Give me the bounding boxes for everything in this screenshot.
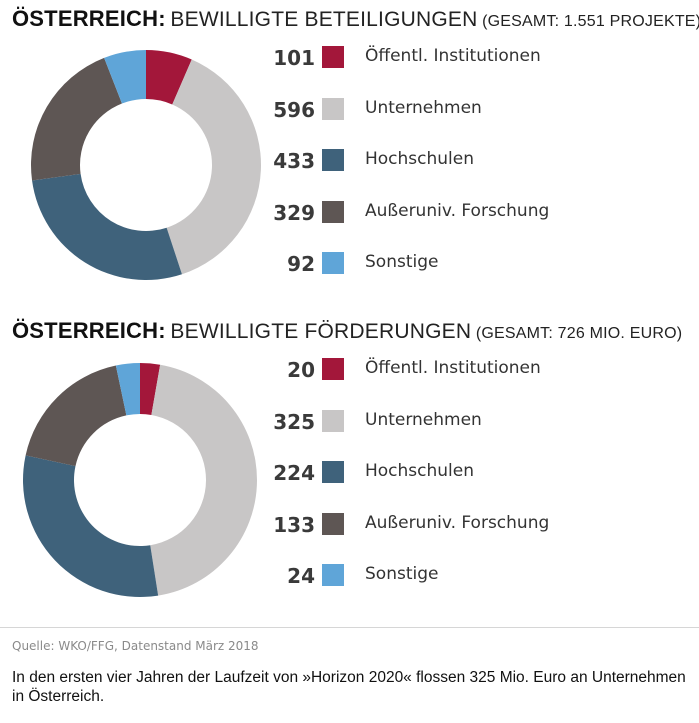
- legend-item-sonstige: 24 Sonstige: [265, 562, 685, 592]
- legend-swatch: [322, 97, 344, 120]
- donut-slice-offentl-institutionen: [146, 50, 192, 105]
- donut-slice-ausseruniv-forschung: [31, 57, 122, 181]
- legend-item-hochschulen: 433 Hochschulen: [265, 147, 685, 177]
- chart-subtitle: (GESAMT: 1.551 PROJEKTE): [482, 13, 699, 30]
- legend-swatch: [322, 252, 344, 274]
- donut-slice-hochschulen: [32, 173, 182, 280]
- donut-slice-hochschulen: [22, 455, 159, 597]
- donut-slice-unternehmen: [166, 59, 261, 275]
- legend-label: Hochschulen: [365, 149, 475, 169]
- chart-title: ÖSTERREICH: BEWILLIGTE BETEILIGUNGEN (GE…: [12, 6, 699, 32]
- legend-swatch: [322, 46, 344, 68]
- legend-item-hochschulen: 224 Hochschulen: [265, 459, 685, 489]
- legend-swatch: [322, 564, 344, 586]
- legend-swatch: [322, 461, 344, 483]
- chart-subtitle: (GESAMT: 726 MIO. EURO): [475, 325, 683, 342]
- legend-label: Hochschulen: [365, 461, 475, 481]
- legend-value: 133: [273, 512, 315, 537]
- chart-title: ÖSTERREICH: BEWILLIGTE FÖRDERUNGEN (GESA…: [12, 318, 682, 344]
- donut-slice-unternehmen: [150, 364, 258, 596]
- legend-swatch: [322, 512, 344, 535]
- chart-panel-foerderungen: ÖSTERREICH: BEWILLIGTE FÖRDERUNGEN (GESA…: [0, 312, 699, 612]
- legend-item-unternehmen: 325 Unternehmen: [265, 408, 685, 438]
- legend-value: 224: [273, 461, 315, 485]
- legend-label: Außeruniv. Forschung: [365, 512, 550, 533]
- chart-title-strong: ÖSTERREICH:: [12, 318, 166, 343]
- legend-value: 329: [273, 200, 315, 225]
- legend-item-unternehmen: 596 Unternehmen: [265, 96, 685, 126]
- donut-slice-ausseruniv-forschung: [25, 365, 127, 467]
- legend-label: Öffentl. Institutionen: [365, 358, 541, 378]
- legend-item-sonstige: 92 Sonstige: [265, 250, 685, 280]
- legend-item-offentl-institutionen: 20 Öffentl. Institutionen: [265, 356, 685, 386]
- donut-slice-sonstige: [115, 363, 140, 416]
- donut-slice-sonstige: [104, 50, 146, 104]
- legend-value: 101: [273, 46, 315, 70]
- caption-text: In den ersten vier Jahren der Laufzeit v…: [12, 669, 686, 705]
- donut-chart: [22, 363, 258, 597]
- donut-slice-offentl-institutionen: [140, 363, 161, 415]
- legend-swatch: [322, 358, 344, 380]
- chart-title-light: BEWILLIGTE BETEILIGUNGEN: [170, 8, 478, 31]
- legend-label: Außeruniv. Forschung: [365, 200, 550, 221]
- legend-item-offentl-institutionen: 101 Öffentl. Institutionen: [265, 44, 685, 74]
- chart-panel-beteiligungen: ÖSTERREICH: BEWILLIGTE BETEILIGUNGEN (GE…: [0, 0, 699, 300]
- legend-label: Öffentl. Institutionen: [365, 46, 541, 66]
- chart-title-light: BEWILLIGTE FÖRDERUNGEN: [170, 320, 472, 343]
- donut-chart: [31, 50, 261, 280]
- legend-value: 325: [273, 409, 315, 434]
- legend-value: 596: [273, 97, 315, 122]
- legend-swatch: [322, 200, 344, 223]
- legend-swatch: [322, 409, 344, 432]
- chart-title-strong: ÖSTERREICH:: [12, 6, 166, 31]
- legend-label: Sonstige: [365, 564, 439, 584]
- divider: [0, 627, 699, 628]
- legend-swatch: [322, 149, 344, 171]
- legend-label: Unternehmen: [365, 97, 482, 118]
- source-note: Quelle: WKO/FFG, Datenstand März 2018: [12, 639, 259, 653]
- legend-label: Sonstige: [365, 252, 439, 272]
- legend-label: Unternehmen: [365, 409, 482, 430]
- legend-value: 92: [287, 252, 315, 276]
- legend-item-ausseruniv-forschung: 329 Außeruniv. Forschung: [265, 199, 685, 229]
- legend-value: 433: [273, 149, 315, 173]
- legend-value: 20: [287, 358, 315, 382]
- legend-value: 24: [287, 564, 315, 588]
- legend-item-ausseruniv-forschung: 133 Außeruniv. Forschung: [265, 511, 685, 541]
